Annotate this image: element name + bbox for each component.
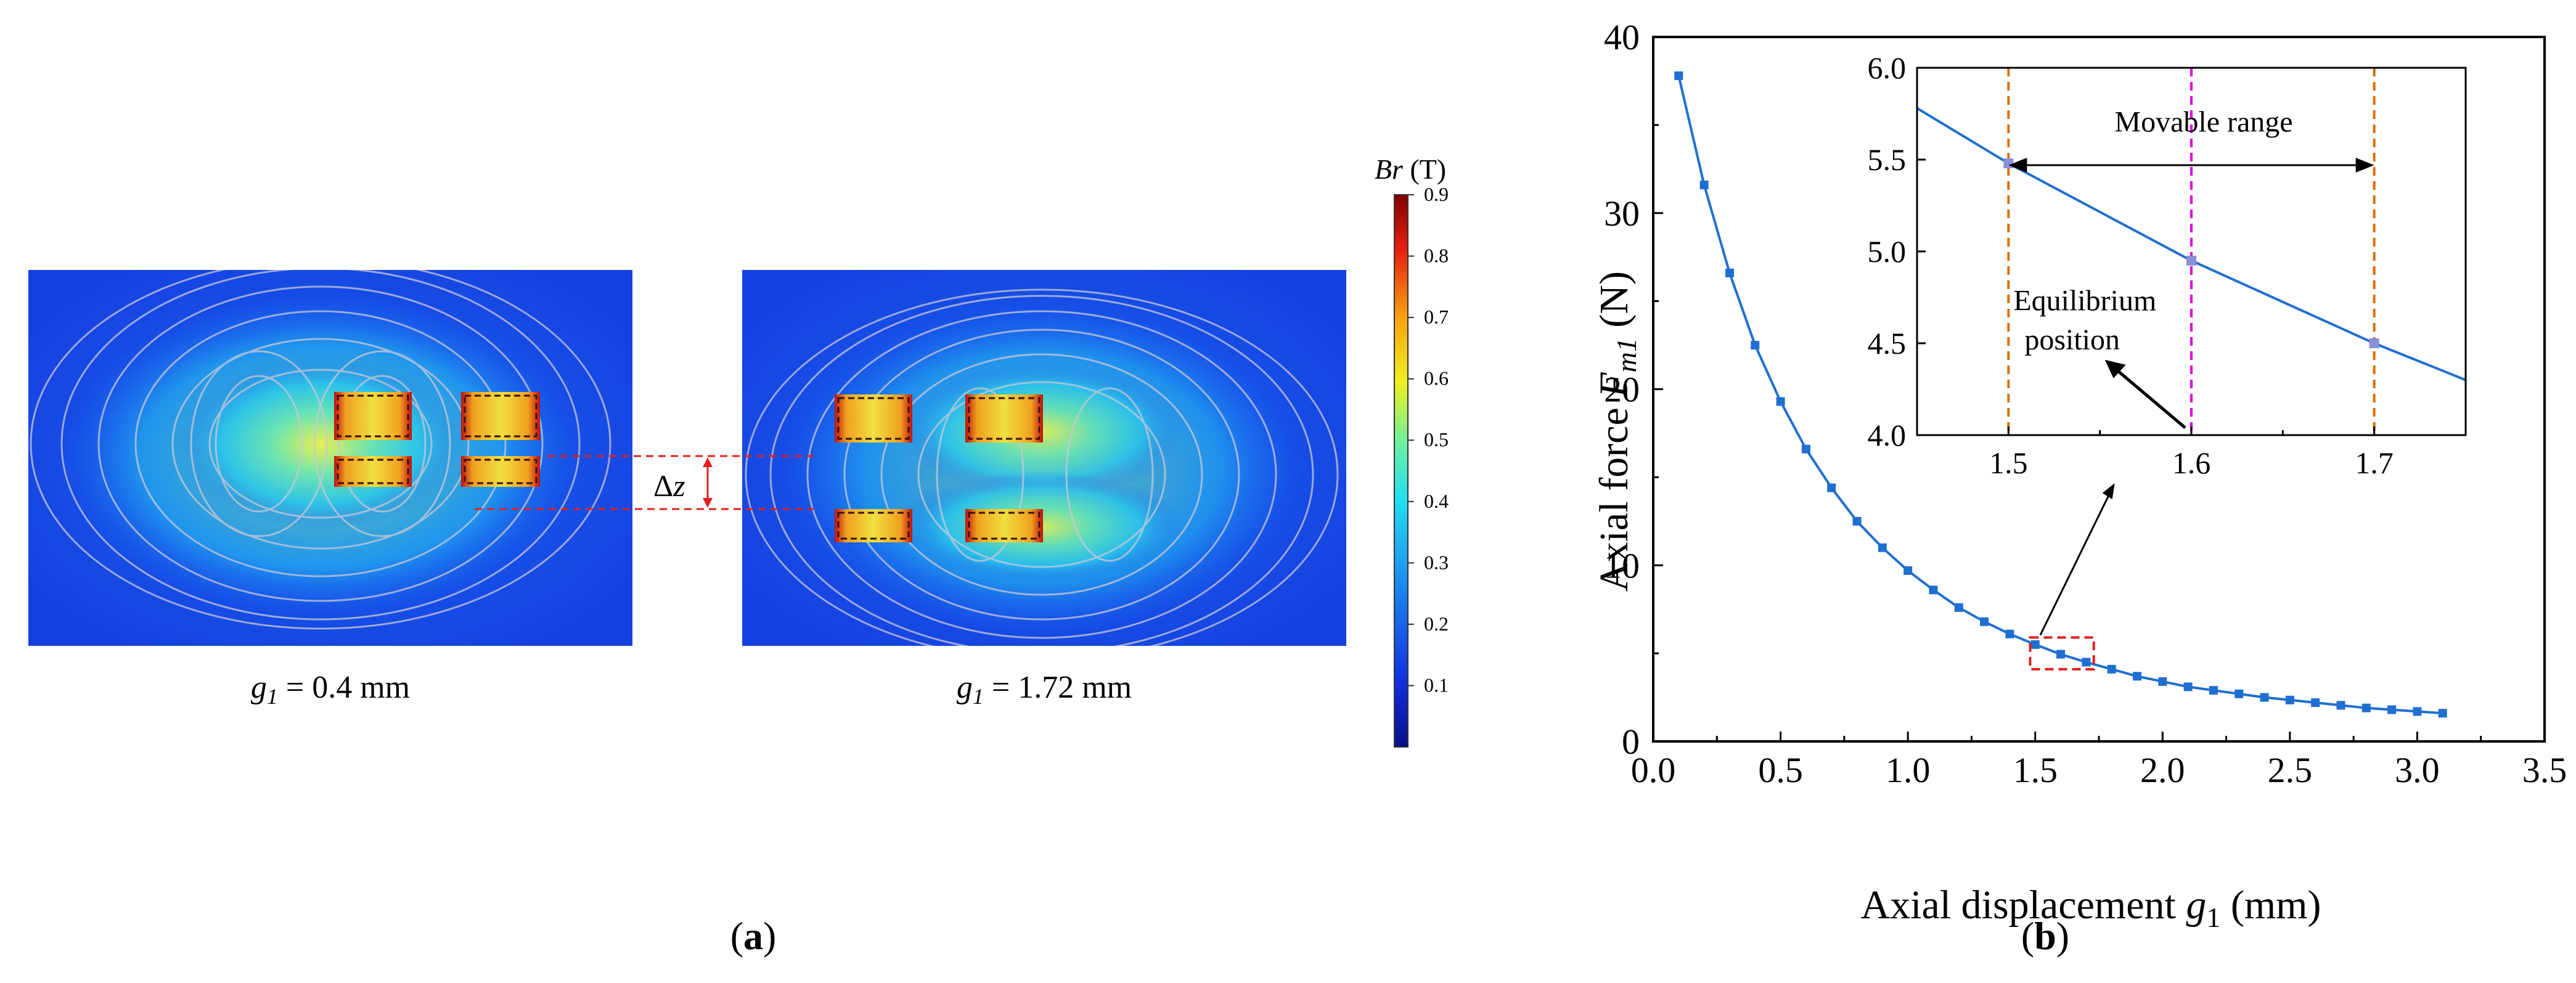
- colorbar-tick-label: 0.8: [1424, 245, 1449, 267]
- field-sim-right: [742, 270, 1346, 646]
- panel-b: 0.0 0.5 1.0 1.5 2.0 2.5 3.0 3.5 0 10 20 30 40 Axial…: [1592, 17, 2567, 958]
- main-data-point: [1878, 543, 1887, 552]
- equilibrium-label-line1: Equilibrium: [2013, 284, 2156, 317]
- inset-data-point: [2369, 338, 2379, 348]
- main-data-point: [2183, 682, 2193, 691]
- zoom-arrowhead: [2102, 483, 2115, 499]
- colorbar: Br (T) 0.9 0.8 0.7 0.6 0.5 0.4 0.3 0.2 0.1: [1375, 153, 1449, 748]
- sim-left-caption: g1 = 0.4 mm: [251, 670, 410, 709]
- inset-y-tick-label: 6.0: [1868, 51, 1907, 85]
- main-data-point: [2438, 709, 2447, 718]
- highlight-box: [2029, 636, 2095, 671]
- inset-x-tick-label: 1.5: [1989, 446, 2028, 480]
- main-data-point: [2030, 640, 2040, 649]
- inset-x-ticks: 1.5 1.6 1.7: [1989, 426, 2394, 480]
- movable-range-annotation: Movable range: [2008, 105, 2374, 173]
- inset-vlines: [2007, 68, 2376, 435]
- field-sim-left: [28, 270, 632, 646]
- main-data-point: [2005, 629, 2014, 638]
- main-data-point: [2158, 677, 2167, 686]
- main-data-point: [2413, 707, 2422, 716]
- equilibrium-label-line2: position: [2024, 324, 2120, 356]
- main-chart: 0.0 0.5 1.0 1.5 2.0 2.5 3.0 3.5 0 10 20 30 40 Axial…: [1592, 17, 2567, 933]
- sim-right-caption: g1 = 1.72 mm: [957, 670, 1132, 709]
- main-x-tick-label: 3.0: [2395, 750, 2440, 790]
- inset-data-point: [2186, 255, 2196, 266]
- main-data-point: [2260, 693, 2269, 702]
- inset-data-point: [2003, 158, 2014, 168]
- main-x-tick-label: 0.5: [1758, 750, 1803, 790]
- main-series-points: [1674, 71, 2447, 718]
- main-y-ticks: 0 10 20 30 40: [1604, 17, 1663, 762]
- colorbar-tick-label: 0.5: [1424, 428, 1449, 451]
- main-y-tick-label: 20: [1604, 370, 1640, 410]
- movable-range-label: Movable range: [2114, 105, 2292, 138]
- zoom-arrow: [2039, 487, 2114, 636]
- inset-y-tick-label: 5.0: [1868, 234, 1907, 269]
- main-x-tick-label: 3.5: [2522, 750, 2567, 790]
- inset-y-tick-label: 4.5: [1868, 326, 1907, 361]
- panel-b-label: (b): [2021, 914, 2069, 958]
- main-x-ticks: 0.0 0.5 1.0 1.5 2.0 2.5 3.0 3.5: [1631, 732, 2567, 790]
- main-data-point: [1929, 585, 1938, 595]
- main-data-point: [1674, 71, 1683, 80]
- inset-x-tick-label: 1.7: [2355, 446, 2394, 480]
- colorbar-tick-label: 0.2: [1424, 613, 1449, 635]
- main-x-tick-label: 0.0: [1631, 750, 1676, 790]
- inset-y-tick-label: 5.5: [1868, 142, 1907, 177]
- colorbar-ticks: 0.9 0.8 0.7 0.6 0.5 0.4 0.3 0.2 0.1: [1408, 183, 1449, 696]
- colorbar-title: Br (T): [1375, 153, 1446, 185]
- colorbar-tick-label: 0.6: [1424, 367, 1449, 390]
- main-data-point: [2311, 698, 2320, 708]
- main-y-tick-label: 0: [1622, 722, 1640, 762]
- main-y-tick-label: 10: [1604, 545, 1640, 585]
- main-data-point: [1751, 341, 1760, 350]
- main-data-point: [2336, 701, 2345, 710]
- main-data-point: [1801, 444, 1810, 454]
- main-data-point: [1980, 617, 1989, 626]
- colorbar-tick-label: 0.1: [1424, 674, 1449, 696]
- main-data-point: [2082, 658, 2091, 667]
- colorbar-tick-label: 0.4: [1424, 490, 1449, 512]
- equilibrium-annotation: Equilibrium position: [2013, 284, 2186, 429]
- main-data-point: [2235, 689, 2244, 698]
- delta-z-annotation: Δz: [475, 455, 814, 510]
- main-data-point: [1725, 268, 1734, 277]
- main-data-point: [2361, 703, 2371, 712]
- main-data-point: [1776, 397, 1785, 406]
- main-data-point: [2209, 686, 2218, 695]
- inset-x-tick-label: 1.6: [2172, 446, 2211, 480]
- panel-a: Δz g1 = 0.4 mm g1 = 1.72 mm Br (T) 0.90.…: [28, 153, 1449, 958]
- main-data-point: [2387, 705, 2397, 714]
- main-x-axis-label: Axial displacement g1 (mm): [1861, 883, 2321, 933]
- main-x-tick-label: 1.0: [1886, 750, 1931, 790]
- panel-a-label: (a): [730, 914, 777, 958]
- colorbar-tick-label: 0.3: [1424, 551, 1449, 573]
- inset-y-tick-label: 4.0: [1868, 418, 1907, 452]
- main-data-point: [2107, 664, 2116, 674]
- main-data-point: [1827, 483, 1836, 492]
- main-data-point: [1699, 181, 1709, 190]
- main-data-point: [2056, 650, 2066, 659]
- colorbar-tick-label: 0.7: [1424, 306, 1449, 328]
- main-data-point: [2285, 695, 2294, 704]
- main-data-point: [1954, 603, 1963, 612]
- main-x-tick-label: 2.5: [2268, 750, 2313, 790]
- colorbar-tick-label: 0.9: [1424, 183, 1449, 205]
- main-y-tick-label: 40: [1604, 17, 1640, 57]
- main-data-point: [1903, 566, 1913, 575]
- main-data-point: [1852, 516, 1862, 526]
- main-data-point: [2132, 672, 2141, 681]
- inset-chart: 1.5 1.6 1.7 4.04.55.05.56.0 Movable range …: [1868, 51, 2467, 480]
- main-y-tick-label: 30: [1604, 194, 1640, 234]
- main-x-tick-label: 1.5: [2013, 750, 2058, 790]
- main-x-tick-label: 2.0: [2140, 750, 2185, 790]
- main-y-axis-label: Axial force Fm1 (N): [1592, 271, 1642, 592]
- inset-y-ticks: 4.0 4.5 5.0 5.5 6.0: [1868, 51, 1926, 452]
- delta-z-label: Δz: [653, 468, 685, 503]
